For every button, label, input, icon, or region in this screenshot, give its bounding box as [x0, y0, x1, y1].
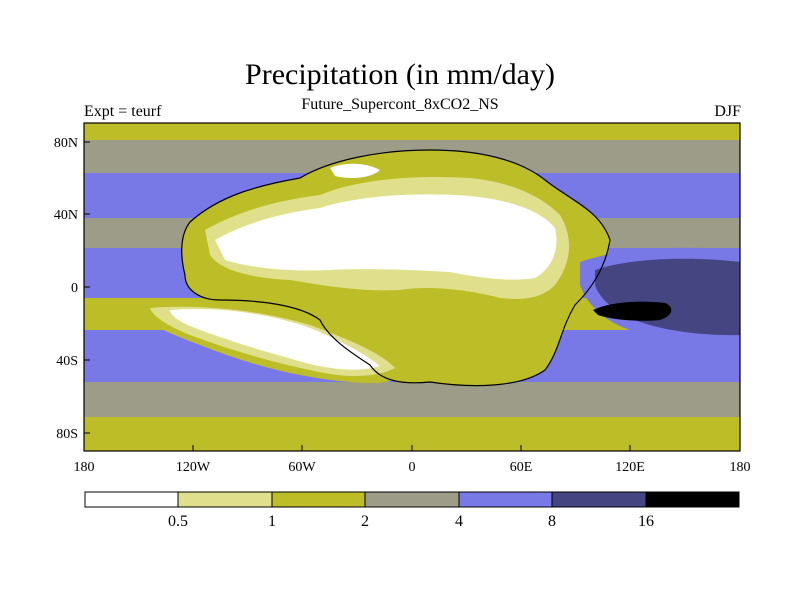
colorbar-swatch	[177, 491, 273, 508]
colorbar-swatch	[271, 491, 366, 508]
arid-patch-north	[330, 163, 380, 178]
x-tick-label: 0	[409, 460, 416, 475]
colorbar-swatch	[458, 491, 553, 508]
colorbar-swatch	[551, 491, 647, 508]
experiment-label: Expt = teurf	[84, 103, 162, 120]
y-tick-label: 0	[71, 281, 78, 296]
x-tick-label: 60W	[288, 460, 316, 475]
band-polar-north	[84, 123, 740, 140]
band-high-south	[84, 382, 740, 417]
colorbar-label: 1	[268, 513, 276, 530]
continent-arid-interior	[215, 194, 557, 280]
colorbar-label: 0.5	[168, 513, 188, 530]
colorbar: 0.5 1 2 4 8 16	[84, 491, 740, 530]
x-tick-label: 180	[74, 460, 95, 475]
wettest-core	[593, 301, 672, 321]
colorbar-swatch	[84, 491, 179, 508]
y-axis: 80N 40N 0 40S 80S	[54, 136, 90, 442]
colorbar-swatch	[364, 491, 460, 508]
y-tick-label: 80N	[54, 136, 78, 151]
southern-arid-tongue	[170, 308, 380, 370]
x-tick-label: 60E	[510, 460, 533, 475]
plot-subtitle: Future_Supercont_8xCO2_NS	[301, 96, 499, 113]
plot-title: Precipitation (in mm/day)	[245, 58, 555, 91]
colorbar-label: 4	[455, 513, 463, 530]
x-tick-label: 180	[730, 460, 751, 475]
x-tick-label: 120W	[176, 460, 211, 475]
y-tick-label: 40S	[56, 354, 78, 369]
y-tick-label: 40N	[54, 208, 78, 223]
x-axis: 180 120W 60W 0 60E 120E 180	[74, 445, 751, 475]
coastline	[181, 149, 611, 387]
colorbar-label: 16	[638, 513, 654, 530]
map-field	[84, 123, 740, 451]
colorbar-label: 8	[548, 513, 556, 530]
y-tick-label: 80S	[56, 427, 78, 442]
season-label: DJF	[714, 103, 741, 120]
colorbar-swatch	[645, 491, 740, 508]
colorbar-label: 2	[361, 513, 369, 530]
x-tick-label: 120E	[615, 460, 645, 475]
